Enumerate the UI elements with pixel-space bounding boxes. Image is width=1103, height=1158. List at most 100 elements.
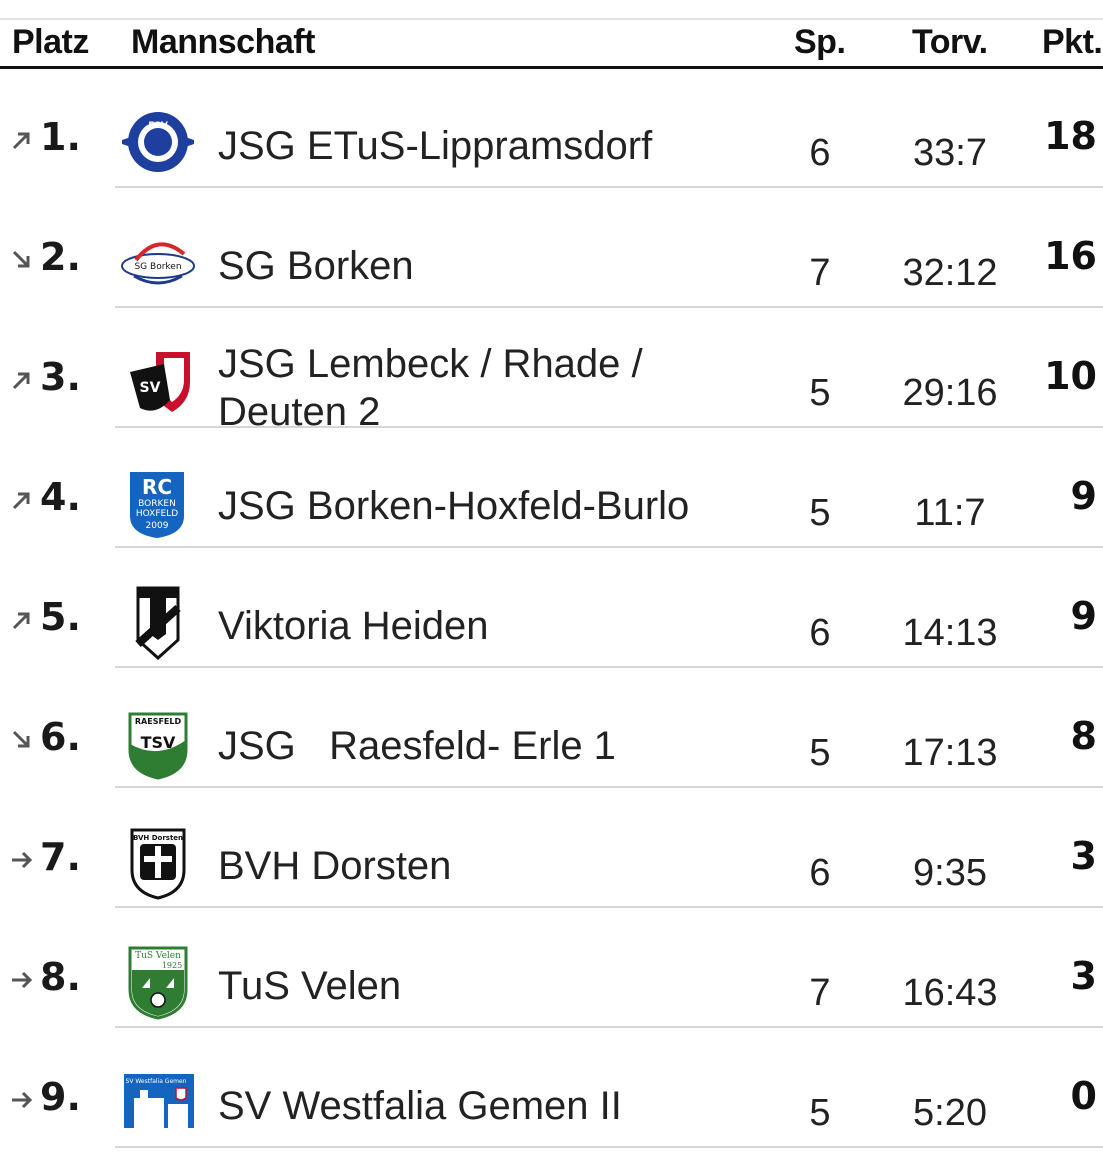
table-row[interactable]: 3. SV JSG Lembeck / Rhade / Deuten 2 5 2… [0,308,1103,434]
svg-text:1925: 1925 [162,961,182,970]
row-divider [115,426,1103,428]
games-played: 5 [809,732,831,774]
trend-same-icon [12,851,33,869]
header-torverhaeltnis[interactable]: Torv. [912,23,988,61]
svg-text:SV: SV [140,380,161,396]
games-played: 5 [809,492,831,534]
points: 18 [1044,114,1097,158]
row-divider [115,306,1103,308]
table-header: Platz Mannschaft Sp. Torv. Pkt. [0,20,1103,69]
header-platz[interactable]: Platz [12,23,89,61]
games-played: 6 [809,612,831,654]
tus-velen-crest-icon: TuS Velen 1925 [128,946,188,1020]
points: 16 [1044,234,1097,278]
row-divider [115,1146,1103,1148]
svg-text:TuS Velen: TuS Velen [135,951,181,961]
row-divider [115,666,1103,668]
trend-up-icon [12,372,30,390]
goal-ratio: 33:7 [913,132,987,174]
games-played: 6 [809,132,831,174]
team-name[interactable]: JSG Borken-Hoxfeld-Burlo [218,484,690,528]
goal-ratio: 14:13 [902,612,998,654]
rank: 3. [40,355,81,399]
games-played: 7 [809,252,831,294]
rank: 1. [40,115,81,159]
svg-text:BORKEN: BORKEN [138,499,176,509]
row-divider [115,906,1103,908]
goal-ratio: 16:43 [902,972,998,1014]
svg-text:SV Westfalia Gemen: SV Westfalia Gemen [126,1078,187,1085]
bvh-dorsten-crest-icon: BVH Dorsten [130,828,186,900]
svg-text:RC: RC [142,475,172,499]
team-name[interactable]: SG Borken [218,244,414,288]
games-played: 6 [809,852,831,894]
goal-ratio: 29:16 [902,372,998,414]
rc-borken-hoxfeld-crest-icon: RC BORKEN HOXFELD 2009 [130,472,184,538]
goal-ratio: 11:7 [914,492,986,534]
svg-text:ESV: ESV [148,121,168,131]
points: 3 [1070,954,1097,998]
points: 8 [1070,714,1097,758]
points: 9 [1070,594,1097,638]
goal-ratio: 9:35 [913,852,987,894]
goal-ratio: 5:20 [913,1092,987,1134]
sv-lembeck-crest-icon: SV [130,352,190,412]
team-name[interactable]: BVH Dorsten [218,844,452,888]
table-row[interactable]: 8. TuS Velen 1925 TuS Velen 7 16:43 3 [0,908,1103,1028]
games-played: 7 [809,972,831,1014]
table-row[interactable]: 2. SG Borken SG Borken 7 32:12 16 [0,188,1103,308]
rank: 8. [40,955,81,999]
team-name[interactable]: TuS Velen [218,964,402,1008]
games-played: 5 [809,1092,831,1134]
team-name[interactable]: SV Westfalia Gemen II [218,1084,622,1128]
tsv-raesfeld-crest-icon: RAESFELD TSV [128,712,188,780]
row-divider [115,1026,1103,1028]
points: 9 [1070,474,1097,518]
trend-up-icon [12,492,30,510]
games-played: 5 [809,372,831,414]
header-punkte[interactable]: Pkt. [1042,23,1103,61]
rank: 5. [40,595,81,639]
rank: 2. [40,235,81,279]
goal-ratio: 32:12 [902,252,998,294]
trend-down-icon [12,250,30,268]
team-name[interactable]: JSG ETuS-Lippramsdorf [218,124,653,168]
goal-ratio: 17:13 [902,732,998,774]
table-row[interactable]: 4. RC BORKEN HOXFELD 2009 JSG Borken-Hox… [0,428,1103,548]
sg-borken-logo-icon: SG Borken [121,242,195,285]
svg-text:BVH Dorsten: BVH Dorsten [133,834,183,842]
table-row[interactable]: 9. SV Westfalia Gemen SV Westfalia Gemen… [0,1028,1103,1148]
table-row[interactable]: 6. RAESFELD TSV JSG Raesfeld- Erle 1 5 1… [0,668,1103,788]
sv-westfalia-gemen-crest-icon: SV Westfalia Gemen [124,1074,194,1136]
trend-down-icon [12,730,30,748]
svg-text:RAESFELD: RAESFELD [135,717,182,726]
points: 3 [1070,834,1097,878]
rank: 4. [40,475,81,519]
row-divider [115,786,1103,788]
svg-text:HOXFELD: HOXFELD [136,509,178,519]
row-divider [115,546,1103,548]
table-row[interactable]: 1. ESV JSG ETuS-Lippramsdorf 6 33:7 18 [0,68,1103,188]
team-name[interactable]: JSG Raesfeld- Erle 1 [218,724,616,768]
table-row[interactable]: 7. BVH Dorsten BVH Dorsten 6 9:35 3 [0,788,1103,908]
trend-same-icon [12,1091,33,1109]
table-row[interactable]: 5. Viktoria Heiden 6 14:13 9 [0,548,1103,668]
rank: 7. [40,835,81,879]
team-name[interactable]: JSG Lembeck / Rhade / Deuten 2 [218,342,643,434]
team-name[interactable]: Viktoria Heiden [218,604,489,648]
trend-up-icon [12,132,30,150]
viktoria-heiden-crest-icon [135,586,181,660]
top-divider [0,18,1103,20]
header-mannschaft[interactable]: Mannschaft [131,23,315,61]
trend-same-icon [12,971,33,989]
rank: 9. [40,1075,81,1119]
points: 10 [1044,354,1097,398]
svg-text:TSV: TSV [141,733,176,752]
svg-text:2009: 2009 [146,521,169,531]
trend-up-icon [12,612,30,630]
row-divider [115,186,1103,188]
svg-text:SG Borken: SG Borken [134,262,181,272]
esv-haltern-crest-icon: ESV [122,112,194,172]
points: 0 [1070,1074,1097,1118]
header-spiele[interactable]: Sp. [794,23,846,61]
